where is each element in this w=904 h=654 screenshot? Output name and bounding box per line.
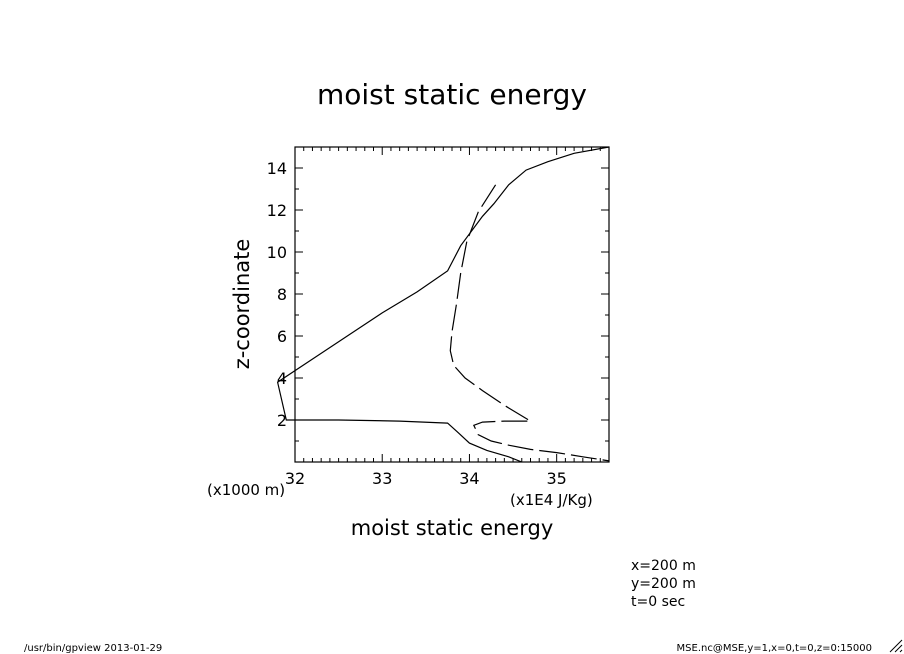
y-tick-label: 10	[267, 243, 287, 262]
footer-right: MSE.nc@MSE,y=1,x=0,t=0,z=0:15000	[677, 643, 872, 654]
plot-frame	[294, 146, 610, 463]
x-unit-label: (x1E4 J/Kg)	[510, 491, 593, 509]
x-tick-label: 35	[546, 469, 566, 488]
y-unit-label: (x1000 m)	[207, 481, 285, 499]
series-line-2	[449, 184, 610, 462]
x-tick-label: 33	[372, 469, 392, 488]
series-layer	[276, 146, 610, 462]
time-info: t=0 sec	[631, 594, 685, 610]
y-tick-label: 12	[267, 201, 287, 220]
corner-hatch-icon	[889, 639, 903, 653]
y-grid-info: y=200 m	[631, 576, 696, 592]
y-tick-label: 2	[277, 411, 287, 430]
x-axis-label: moist static energy	[351, 516, 554, 540]
footer-left: /usr/bin/gpview 2013-01-29	[24, 643, 162, 654]
x-grid-info: x=200 m	[631, 558, 696, 574]
y-axis-label: z-coordinate	[230, 239, 254, 370]
y-tick-label: 6	[277, 327, 287, 346]
y-tick-label: 8	[277, 285, 287, 304]
series-line-1	[276, 146, 610, 462]
y-tick-label: 14	[267, 159, 287, 178]
x-tick-label: 32	[285, 469, 305, 488]
chart-title: moist static energy	[317, 78, 587, 111]
x-tick-label: 34	[459, 469, 479, 488]
y-tick-label: 4	[277, 369, 287, 388]
tick-layer: 32 33 34 35 2 4 6 8 10 12 14	[267, 147, 609, 488]
